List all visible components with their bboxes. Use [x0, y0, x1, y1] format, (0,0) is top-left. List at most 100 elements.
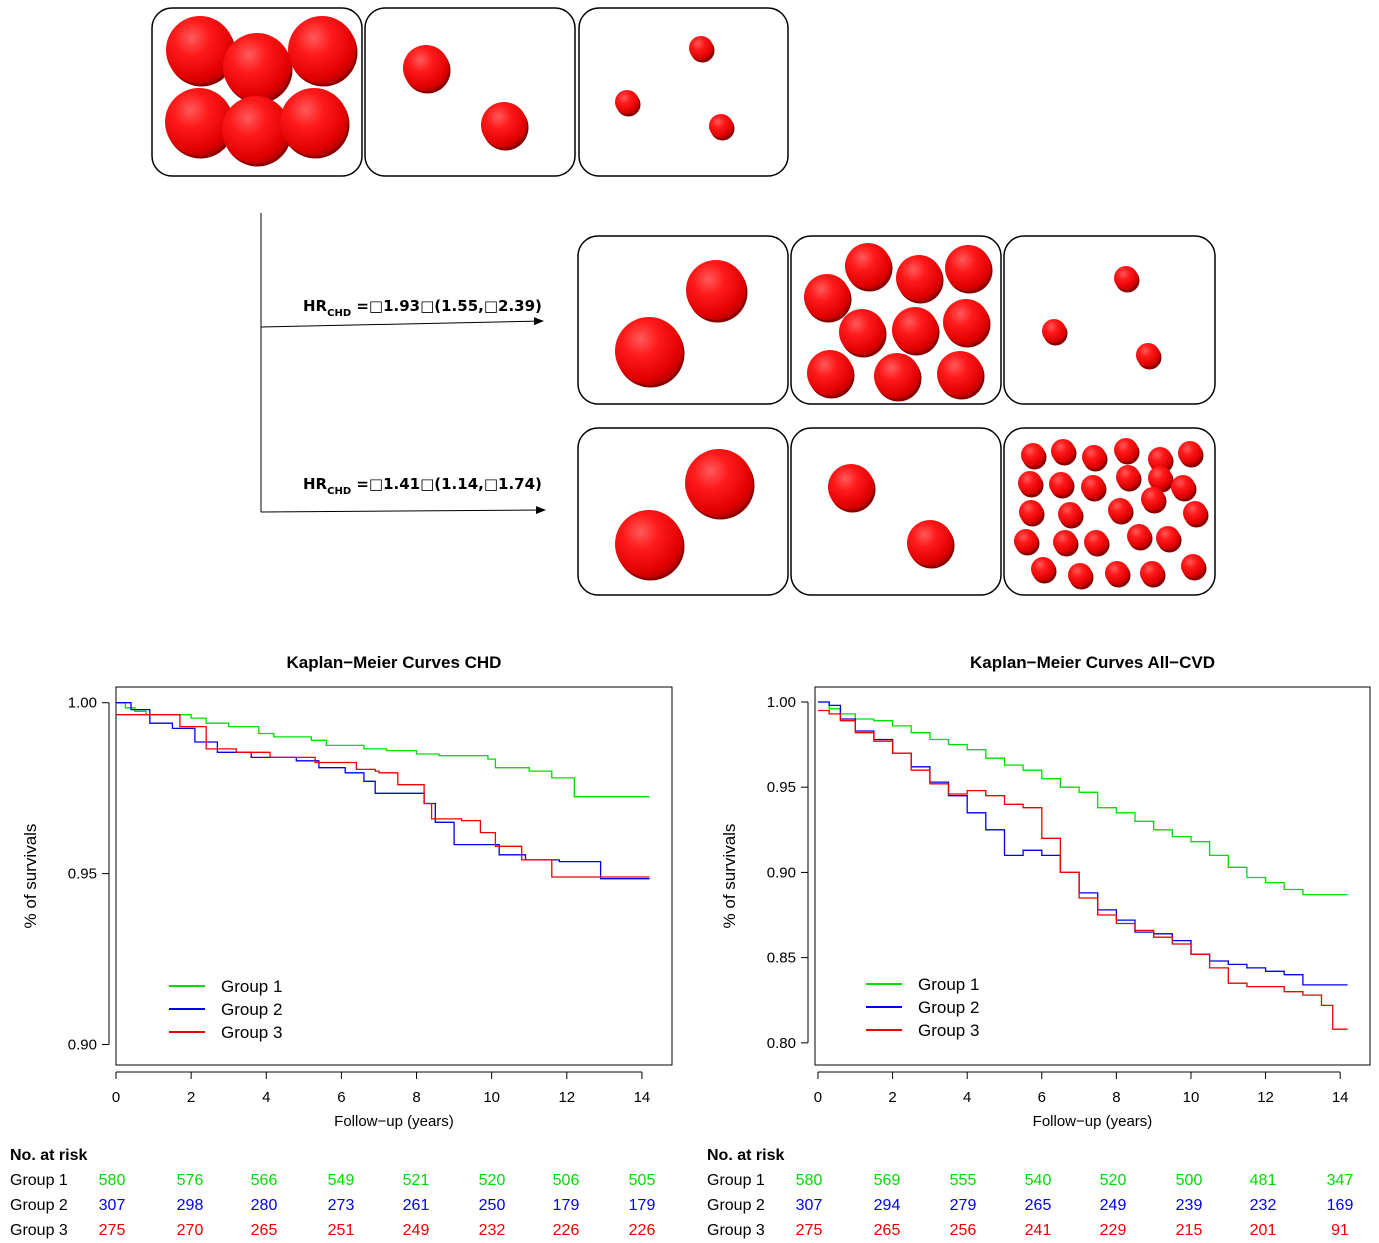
- particle: [615, 317, 683, 385]
- risk-value: 569: [873, 1172, 901, 1189]
- risk-value: 261: [402, 1197, 430, 1214]
- particle: [1018, 471, 1042, 495]
- risk-value: 232: [1249, 1197, 1277, 1214]
- risk-table-title: No. at risk: [10, 1147, 88, 1164]
- x-tick-label: 4: [963, 1089, 971, 1106]
- y-tick-label: 0.95: [767, 779, 796, 796]
- particle: [1082, 445, 1106, 469]
- particle: [1141, 487, 1165, 511]
- risk-value: 265: [250, 1222, 278, 1239]
- risk-value: 229: [1099, 1222, 1127, 1239]
- y-tick-label: 0.90: [767, 864, 796, 881]
- particle: [1014, 529, 1038, 553]
- x-tick-label: 10: [483, 1089, 500, 1106]
- x-tick-label: 6: [337, 1089, 345, 1106]
- risk-value: 232: [478, 1222, 506, 1239]
- risk-value: 279: [949, 1197, 977, 1214]
- risk-table-chd: No. at risk Group 1 580 576 566 549 521 520 506 5…: [10, 1143, 655, 1243]
- x-tick-label: 14: [634, 1089, 651, 1106]
- particle: [937, 351, 983, 397]
- particle-panel: [151, 7, 363, 177]
- legend-label: Group 3: [221, 1023, 282, 1042]
- particle-panels: [151, 7, 1216, 596]
- particle: [828, 464, 874, 510]
- risk-value: 555: [949, 1172, 977, 1189]
- particle: [1105, 561, 1129, 585]
- risk-value: 500: [1175, 1172, 1203, 1189]
- particle: [1068, 563, 1092, 587]
- x-tick-label: 14: [1332, 1089, 1349, 1106]
- y-tick-label: 0.80: [767, 1035, 796, 1052]
- risk-value: 347: [1326, 1172, 1354, 1189]
- risk-value: 298: [176, 1197, 204, 1214]
- particle: [1178, 441, 1202, 465]
- risk-value: 169: [1326, 1197, 1354, 1214]
- risk-row-label: Group 1: [707, 1172, 765, 1189]
- plot-frame: [814, 686, 1371, 1066]
- risk-value: 580: [98, 1172, 126, 1189]
- risk-row-label: Group 1: [10, 1172, 68, 1189]
- series-line-group-2: [116, 702, 650, 880]
- y-tick-label: 0.95: [68, 866, 97, 883]
- risk-value: 481: [1249, 1172, 1277, 1189]
- risk-value: 505: [628, 1172, 656, 1189]
- particle: [907, 520, 953, 566]
- risk-value: 249: [1099, 1197, 1127, 1214]
- particle: [1183, 501, 1207, 525]
- risk-row: Group 1 580 569 555 540 520 500 481 347: [707, 1168, 1353, 1193]
- particle: [1156, 526, 1180, 550]
- particle: [1148, 466, 1172, 490]
- x-tick-label: 8: [412, 1089, 420, 1106]
- particle: [943, 299, 989, 345]
- legend-label: Group 3: [918, 1021, 979, 1040]
- risk-value: 270: [176, 1222, 204, 1239]
- risk-value: 226: [552, 1222, 580, 1239]
- particle: [481, 102, 527, 148]
- risk-table-title: No. at risk: [707, 1147, 785, 1164]
- km-chart-chd: Kaplan−Meier Curves CHD 0 2 4 6 8 10 12 14 Follow…: [21, 653, 673, 1130]
- particle: [222, 96, 290, 164]
- particle: [615, 510, 683, 578]
- hr-label-upper: HRCHD =□1.93□(1.55,□2.39): [303, 297, 542, 319]
- particle-diagram: HRCHD =□1.93□(1.55,□2.39) HRCHD =□1.41□(…: [151, 7, 1216, 596]
- chart-title: Kaplan−Meier Curves CHD: [287, 653, 502, 672]
- risk-value: 179: [552, 1197, 580, 1214]
- risk-value: 307: [795, 1197, 823, 1214]
- risk-value: 249: [402, 1222, 430, 1239]
- risk-value: 549: [327, 1172, 355, 1189]
- y-tick-label: 0.85: [767, 950, 796, 967]
- legend-label: Group 2: [918, 998, 979, 1017]
- y-axis-label: % of survivals: [21, 824, 40, 929]
- legend-label: Group 1: [918, 975, 979, 994]
- particle-panel: [1003, 235, 1216, 405]
- particle: [165, 88, 233, 156]
- particle: [1019, 500, 1043, 524]
- particle: [615, 90, 639, 114]
- particle: [1127, 524, 1151, 548]
- series-line-group-2: [818, 701, 1348, 986]
- particle: [1084, 530, 1108, 554]
- chart-title: Kaplan−Meier Curves All−CVD: [970, 653, 1215, 672]
- particle-panel: [577, 235, 789, 405]
- risk-value: 226: [628, 1222, 656, 1239]
- particle: [1181, 554, 1205, 578]
- x-tick-label: 8: [1112, 1089, 1120, 1106]
- hr-label-lower: HRCHD =□1.41□(1.14,□1.74): [303, 475, 542, 497]
- particle: [1140, 561, 1164, 585]
- risk-value: 241: [1024, 1222, 1052, 1239]
- particle: [1108, 498, 1132, 522]
- particle: [839, 309, 885, 355]
- legend-label: Group 2: [221, 1000, 282, 1019]
- series-line-group-1: [818, 701, 1348, 896]
- risk-row-label: Group 3: [10, 1222, 68, 1239]
- particle: [1136, 343, 1160, 367]
- x-tick-label: 4: [262, 1089, 270, 1106]
- risk-value: 265: [1024, 1197, 1052, 1214]
- particle: [1171, 475, 1195, 499]
- risk-value: 506: [552, 1172, 580, 1189]
- x-tick-label: 6: [1038, 1089, 1046, 1106]
- risk-row: Group 2 307 298 280 273 261 250 179 179: [10, 1193, 655, 1218]
- y-tick-label: 0.90: [68, 1036, 97, 1053]
- risk-value: 540: [1024, 1172, 1052, 1189]
- particle: [1053, 530, 1077, 554]
